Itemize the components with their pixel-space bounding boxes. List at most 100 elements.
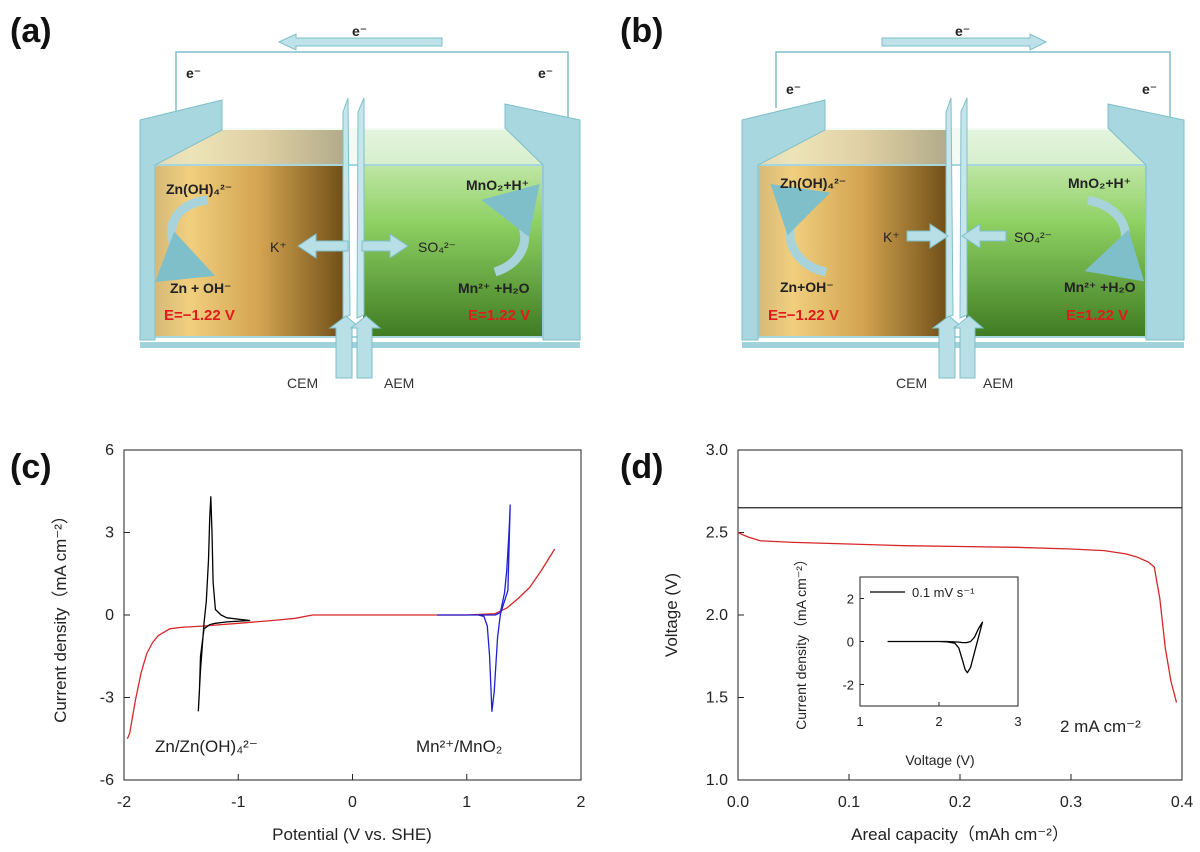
y-tick-label: 2.5	[706, 525, 728, 542]
anode-potential: E=−1.22 V	[164, 307, 235, 324]
aem-label: AEM	[384, 375, 414, 391]
tick-marks	[737, 449, 1183, 781]
cation-arrow	[906, 223, 949, 249]
series-group	[737, 507, 1182, 703]
electron-flow-arrow	[881, 33, 1048, 51]
x-tick-label: 0.0	[727, 794, 749, 811]
anode-potential: E=−1.22 V	[768, 307, 839, 324]
cathode-plate	[1107, 103, 1185, 341]
panel-label: (b)	[620, 12, 663, 50]
external-wire	[175, 51, 569, 118]
y-tick-label: 3.0	[706, 442, 728, 459]
anode-product: Zn+OH⁻	[780, 279, 834, 295]
y-tick-label: 1.0	[706, 772, 728, 789]
x-tick-label: 0.4	[1171, 794, 1193, 811]
anode-plate	[139, 99, 223, 341]
x-axis-label: Potential (V vs. SHE)	[272, 825, 432, 844]
aem-label: AEM	[983, 375, 1013, 391]
y-axis-label: Voltage (V)	[662, 573, 681, 657]
x-tick-labels: 0.0 0.1 0.2 0.3 0.4	[727, 794, 1193, 811]
x-tick-label: 0.1	[838, 794, 860, 811]
anion-label: SO₄²⁻	[1014, 229, 1052, 245]
electron-label: e⁻	[538, 65, 553, 81]
electron-label: e⁻	[786, 81, 801, 97]
series-line	[197, 496, 251, 712]
cathode-reaction-arrow	[481, 184, 540, 277]
x-tick-label: 0.2	[949, 794, 971, 811]
anion-label: SO₄²⁻	[418, 239, 456, 255]
electron-label: e⁻	[186, 65, 201, 81]
anode-plate	[741, 99, 826, 341]
aem-membrane	[959, 97, 968, 319]
cathode-plate	[504, 103, 581, 341]
y-tick-labels: 1.0 1.5 2.0 2.5 3.0	[706, 442, 728, 789]
inset-legend-label: 0.1 mV s⁻¹	[912, 585, 975, 600]
aem-membrane	[356, 97, 365, 319]
anode-product: Zn + OH⁻	[170, 280, 231, 296]
x-tick-label: 0.3	[1060, 794, 1082, 811]
series-line	[887, 621, 984, 674]
cem-inlet-arrow	[328, 315, 362, 379]
x-tick-label: 3	[1014, 714, 1021, 729]
anion-arrow	[361, 233, 409, 259]
x-tick-label: 2	[935, 714, 942, 729]
tick-marks	[123, 449, 582, 781]
electron-label: e⁻	[352, 23, 367, 39]
anode-species: Zn(OH)₄²⁻	[780, 175, 846, 191]
annotation: 2 mA cm⁻²	[1060, 717, 1141, 736]
cem-label: CEM	[287, 375, 318, 391]
panel-a: (a) e⁻ e⁻ e⁻ CEM AEM K⁺ SO₄²⁻ Zn(OH)₄²⁻ …	[10, 12, 581, 391]
series-line	[737, 531, 1178, 703]
electron-label: e⁻	[955, 23, 970, 39]
aem-inlet-arrow	[952, 315, 985, 379]
y-tick-labels: -6 -3 0 3 6	[100, 442, 114, 789]
cell-top-face	[758, 128, 1146, 165]
y-tick-label: -3	[100, 690, 114, 707]
cation-label: K⁺	[883, 229, 900, 245]
annotation: Mn²⁺/MnO₂	[416, 737, 502, 756]
panel-label: (c)	[10, 448, 52, 486]
cathode-potential: E=1.22 V	[468, 307, 530, 324]
cem-inlet-arrow	[931, 315, 965, 379]
cation-arrow	[297, 233, 349, 259]
anode-reaction-arrow	[155, 195, 216, 282]
y-tick-label: 0	[105, 607, 114, 624]
x-tick-label: 1	[462, 794, 471, 811]
x-tick-label: 2	[577, 794, 586, 811]
x-tick-label: 0	[348, 794, 357, 811]
y-axis-label: Current density（mA cm⁻²）	[51, 507, 70, 723]
series-line	[126, 548, 556, 740]
inset-tick-marks	[859, 598, 1019, 706]
anode-reaction-arrow	[770, 184, 831, 277]
panel-label: (a)	[10, 12, 52, 50]
cation-label: K⁺	[270, 239, 287, 255]
inset-series-group	[887, 621, 984, 674]
cathode-species: MnO₂+H⁺	[1068, 175, 1131, 191]
y-tick-label: 6	[105, 442, 114, 459]
cathode-product: Mn²⁺ +H₂O	[1064, 279, 1136, 295]
cathode-species: MnO₂+H⁺	[466, 177, 529, 193]
x-tick-label: -2	[117, 794, 131, 811]
inset-x-tick-labels: 1 2 3	[856, 714, 1021, 729]
external-wire	[775, 51, 1171, 118]
y-tick-label: 3	[105, 525, 114, 542]
y-tick-label: -2	[842, 678, 854, 693]
x-tick-label: 1	[856, 714, 863, 729]
y-tick-label: -6	[100, 772, 114, 789]
series-line	[437, 504, 511, 712]
panel-d: (d) 0.0 0.1 0.2 0.3 0.4 1.0 1.5 2.0 2.5 3.0 Area…	[620, 442, 1193, 844]
panel-label: (d)	[620, 448, 663, 486]
y-tick-label: 2.0	[706, 607, 728, 624]
panel-b: (b) e⁻ e⁻ e⁻ CEM AEM K⁺ SO₄²⁻ Zn(OH)₄²⁻ …	[620, 12, 1185, 391]
inset-y-axis-label: Current density（mA cm⁻²）	[793, 552, 809, 730]
x-tick-label: -1	[231, 794, 245, 811]
y-tick-label: 2	[847, 592, 854, 607]
cem-membrane	[945, 97, 954, 319]
anion-arrow	[961, 223, 1007, 249]
cem-label: CEM	[896, 375, 927, 391]
x-tick-labels: -2 -1 0 1 2	[117, 794, 586, 811]
inset-y-tick-labels: -2 0 2	[842, 592, 854, 693]
y-tick-label: 0	[847, 635, 854, 650]
annotation: Zn/Zn(OH)₄²⁻	[155, 737, 258, 756]
anode-species: Zn(OH)₄²⁻	[166, 181, 232, 197]
